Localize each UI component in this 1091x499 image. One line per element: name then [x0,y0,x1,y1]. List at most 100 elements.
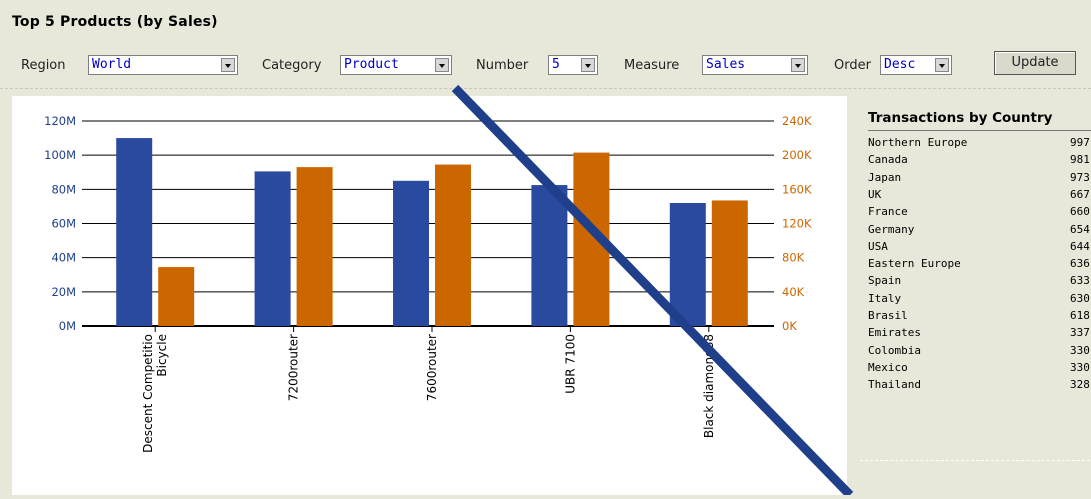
country-name: France [868,205,908,219]
right-tick-label: 200K [782,148,812,162]
list-item: Brasil 618 [868,309,1091,326]
measure-label: Measure [624,58,680,73]
list-item: Thailand 328 [868,378,1091,395]
chart-panel: 0M 20M 40M 60M 80M 100M 120M 0K 40K 80K 120K 160K 20… [12,96,847,495]
country-name: Spain [868,274,902,288]
chevron-down-icon[interactable] [791,58,805,72]
chevron-down-icon[interactable] [221,58,235,72]
list-item: Spain 633 [868,274,1091,291]
transaction-count: 330 [1070,360,1090,374]
filter-toolbar: Region World Category Product Number 5 M… [0,52,1091,78]
transaction-count: 330 [1070,343,1090,357]
right-tick-label: 160K [782,182,812,196]
category-select-value: Product [344,57,399,72]
right-tick-label: 240K [782,114,812,128]
divider [868,130,1091,131]
right-tick-label: 80K [782,251,805,265]
category-label: Category [262,58,322,73]
transaction-count: 973 [1070,170,1090,184]
category-label: 7200router [287,334,301,401]
bar-series-2 [158,267,195,326]
left-tick-label: 120M [44,114,76,128]
page-title: Top 5 Products (by Sales) [12,14,218,30]
transaction-count: 630 [1070,291,1090,305]
transaction-count: 660 [1070,205,1090,219]
order-select[interactable]: Desc [880,55,952,75]
left-tick-label: 40M [51,251,76,265]
bar-series-2 [296,167,333,326]
country-name: Colombia [868,343,921,357]
left-tick-label: 20M [51,285,76,299]
bar-series-2 [573,152,610,326]
transaction-count: 644 [1070,239,1090,253]
number-select-value: 5 [552,57,560,72]
list-item: Mexico 330 [868,361,1091,378]
transactions-title: Transactions by Country [868,110,1053,126]
divider [0,88,1091,89]
category-select[interactable]: Product [340,55,452,75]
country-name: Mexico [868,360,908,374]
list-item: Canada 981 [868,153,1091,170]
list-item: Italy 630 [868,292,1091,309]
chevron-down-icon[interactable] [581,58,595,72]
bar-series-2 [435,164,471,326]
bar-series-2 [711,200,748,326]
left-tick-label: 0M [59,319,76,333]
order-label: Order [834,58,871,73]
region-select[interactable]: World [88,55,238,75]
transaction-count: 337 [1070,326,1090,340]
transactions-panel: Transactions by Country Northern Europe 9… [854,96,1091,495]
list-item: France 660 [868,205,1091,222]
category-label: UBR 7100 [563,334,577,394]
country-name: Emirates [868,326,921,340]
measure-select-value: Sales [706,57,746,72]
left-tick-label: 80M [51,182,76,196]
country-name: Eastern Europe [868,257,961,271]
region-select-value: World [92,57,132,72]
category-label: Bicycle [155,334,169,377]
country-name: UK [868,187,882,201]
right-tick-label: 120K [782,217,812,231]
left-tick-label: 100M [44,148,76,162]
transaction-count: 667 [1070,187,1090,201]
list-item: Germany 654 [868,223,1091,240]
bar-series-1 [531,185,568,326]
order-select-value: Desc [884,57,916,72]
list-item: Northern Europe 997 [868,136,1091,153]
transaction-count: 328 [1070,378,1090,392]
list-item: USA 644 [868,240,1091,257]
update-button[interactable]: Update [994,51,1076,75]
country-name: Germany [868,222,915,236]
list-item: Colombia 330 [868,344,1091,361]
list-item: Eastern Europe 636 [868,257,1091,274]
number-label: Number [476,58,529,73]
measure-select[interactable]: Sales [702,55,808,75]
transaction-count: 997 [1070,136,1090,149]
country-name: Japan [868,170,902,184]
region-label: Region [21,58,66,73]
list-item: UK 667 [868,188,1091,205]
number-select[interactable]: 5 [548,55,598,75]
country-name: Canada [868,153,908,167]
divider [860,460,1090,461]
transaction-count: 633 [1070,274,1090,288]
list-item: Emirates 337 [868,326,1091,343]
bar-series-1 [116,138,153,326]
transaction-count: 654 [1070,222,1090,236]
transaction-count: 618 [1070,309,1090,322]
country-name: Italy [868,291,902,305]
country-name: Thailand [868,378,921,392]
right-tick-label: 40K [782,285,805,299]
top-products-chart: 0M 20M 40M 60M 80M 100M 120M 0K 40K 80K 120K 160K 20… [44,114,812,453]
right-tick-label: 0K [782,319,797,333]
bar-series-1 [393,180,429,326]
chevron-down-icon[interactable] [435,58,449,72]
list-item: Japan 973 [868,171,1091,188]
category-label: 7600router [425,334,439,401]
country-name: Northern Europe [868,136,968,149]
bar-series-1 [669,203,706,326]
category-label: Descent Competitio [141,334,155,453]
country-name: USA [868,239,888,253]
transaction-count: 636 [1070,257,1090,271]
chevron-down-icon[interactable] [935,58,949,72]
